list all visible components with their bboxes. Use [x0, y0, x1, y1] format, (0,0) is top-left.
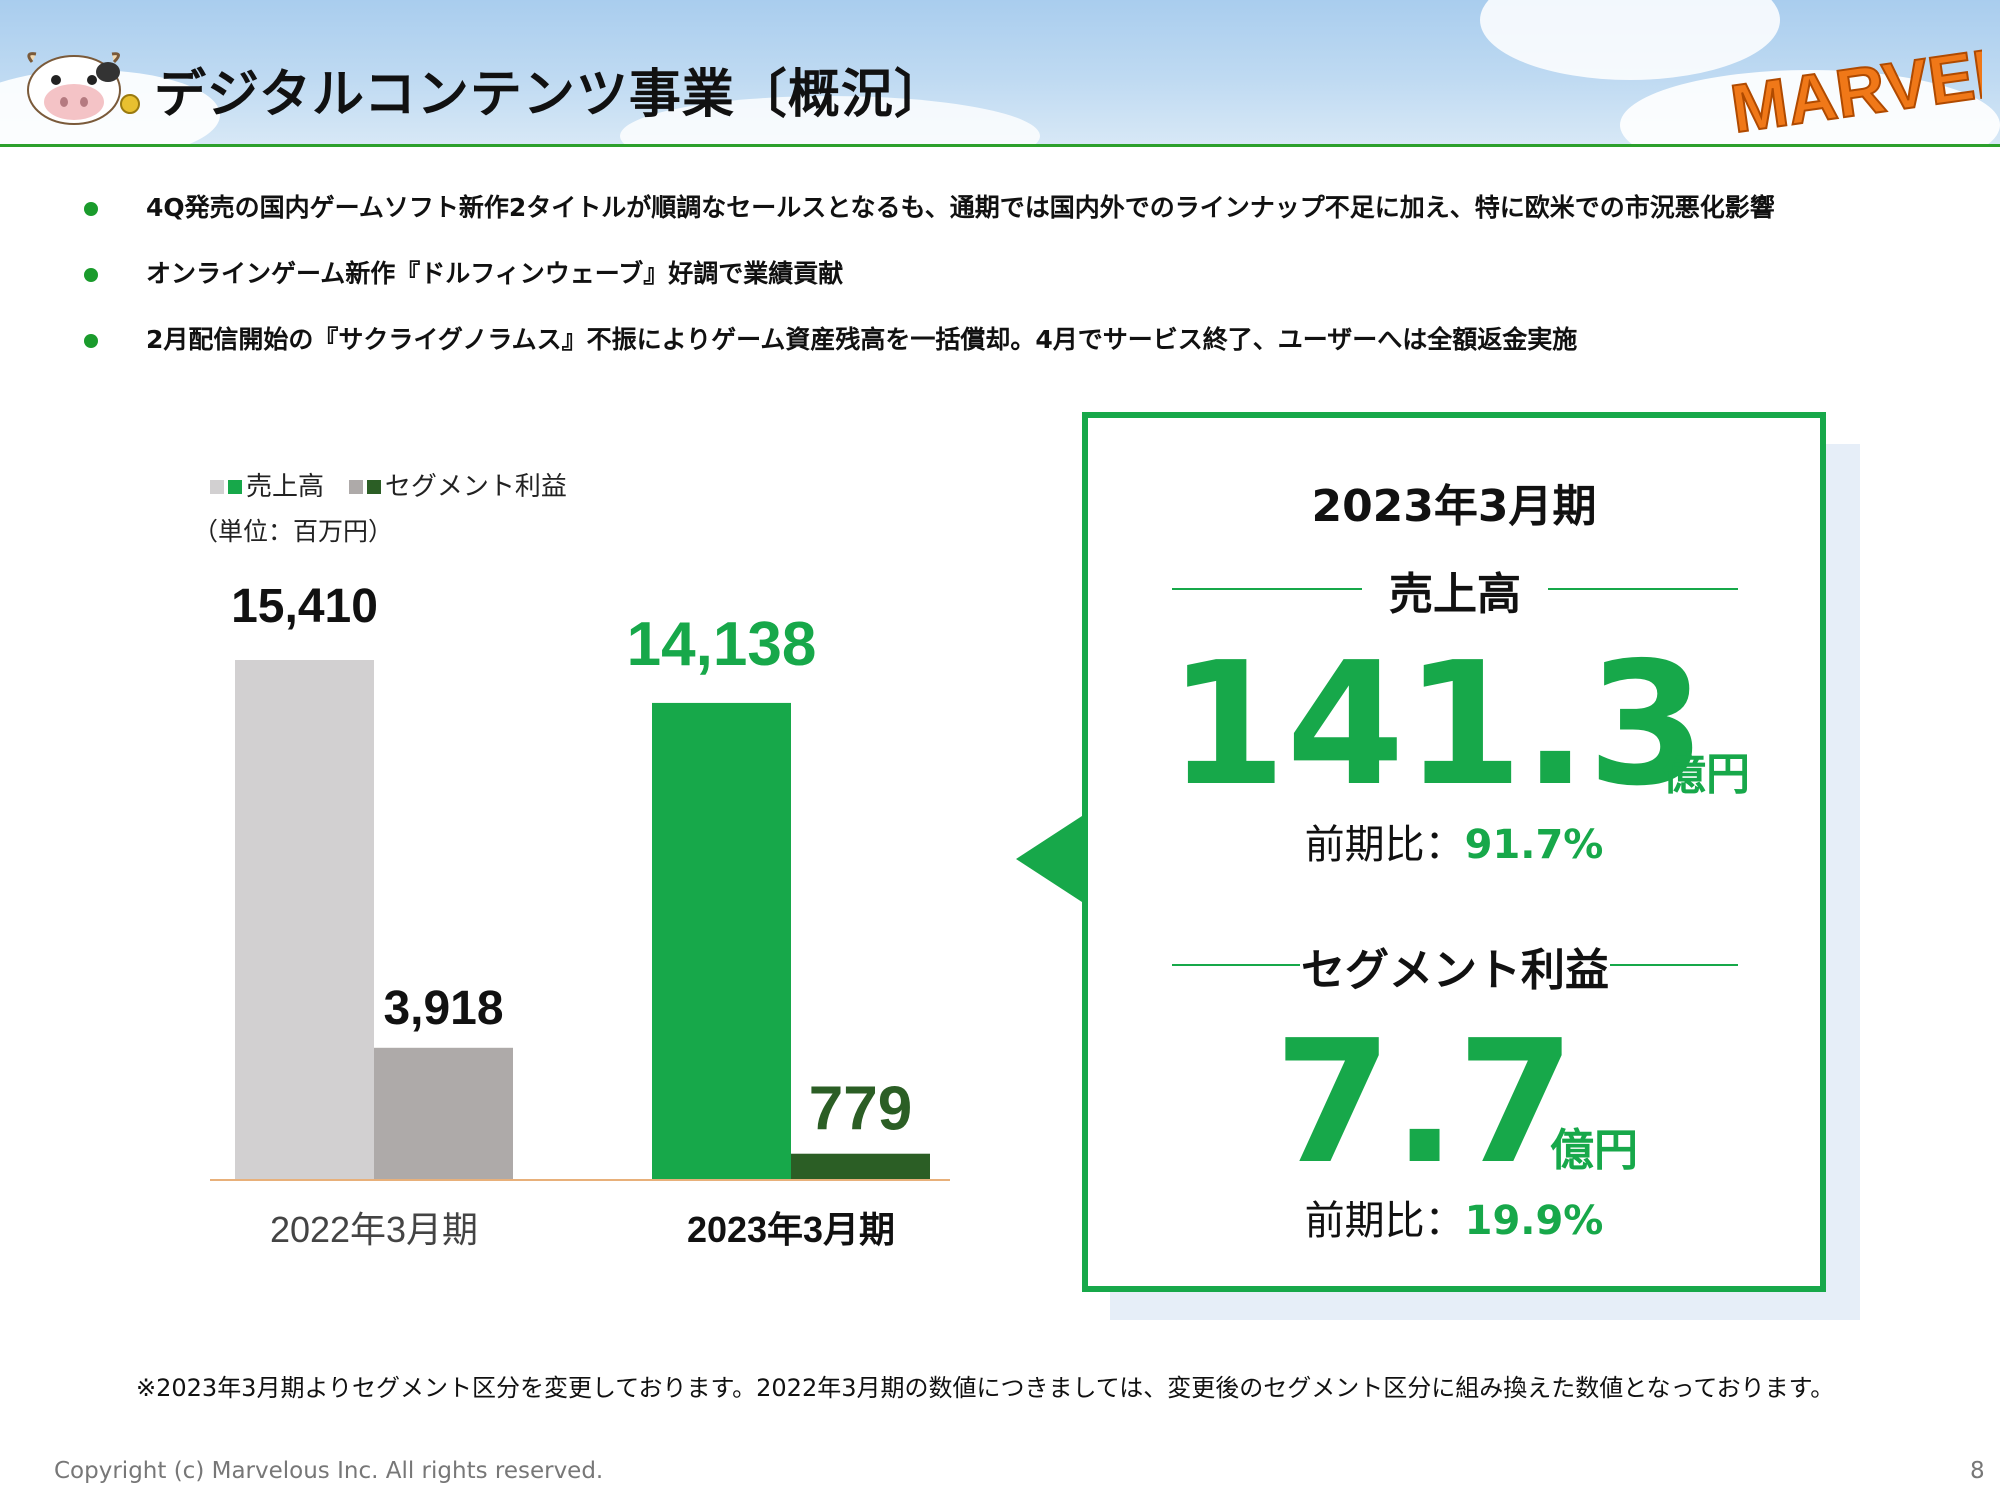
bar-chart: 15,410 3,918 2022年3月期 14,138 779 2023年3月期: [210, 580, 950, 1250]
sales-heading-label: 売上高: [1389, 569, 1521, 620]
callout-pointer: [1016, 816, 1082, 902]
footnote: ※2023年3月期よりセグメント区分を変更しております。2022年3月期の数値に…: [136, 1374, 1835, 1402]
sales-heading: 売上高: [1172, 558, 1738, 620]
logo-text: MARVELOUS!: [1726, 20, 1982, 140]
unit-label: （単位：百万円）: [193, 517, 394, 546]
bar: [652, 702, 791, 1180]
page-number: 8: [1970, 1458, 1985, 1484]
bullet-item: 2月配信開始の『サクライグノラムス』不振によりゲーム資産残高を一括償却。4月でサ…: [84, 320, 1984, 386]
bullet-text: 2月配信開始の『サクライグノラムス』不振によりゲーム資産残高を一括償却。4月でサ…: [146, 325, 1578, 354]
chart-legend: 売上高 セグメント利益: [210, 466, 567, 503]
header-divider: [0, 144, 2000, 147]
legend-swatch-gray: [210, 480, 224, 494]
bullet-text: オンラインゲーム新作『ドルフィンウェーブ』好調で業績貢献: [146, 259, 844, 288]
bar-value-label: 779: [809, 1075, 912, 1144]
bar: [791, 1153, 930, 1180]
bullet-item: 4Q発売の国内ゲームソフト新作2タイトルが順調なセールスとなるも、通期では国内外…: [84, 188, 1984, 254]
bar-value-label: 15,410: [231, 580, 378, 633]
header-banner: デジタルコンテンツ事業〔概況〕 MARVELOUS!: [0, 0, 2000, 144]
legend-label-sales: 売上高: [246, 472, 325, 502]
cow-mascot-icon: [27, 52, 140, 125]
summary-year: 2023年3月期: [1311, 481, 1597, 532]
bar: [235, 660, 374, 1180]
heading-rule: [1610, 964, 1738, 966]
heading-rule: [1548, 588, 1738, 590]
legend-label-profit: セグメント利益: [384, 472, 567, 502]
profit-ratio-value: 19.9%: [1464, 1198, 1604, 1244]
legend-swatch-green: [228, 480, 242, 494]
bullet-text: 4Q発売の国内ゲームソフト新作2タイトルが順調なセールスとなるも、通期では国内外…: [146, 193, 1775, 222]
bar-value-label: 14,138: [627, 610, 817, 679]
heading-rule: [1172, 588, 1362, 590]
legend-swatch-darkgreen: [366, 480, 381, 494]
bullet-list: 4Q発売の国内ゲームソフト新作2タイトルが順調なセールスとなるも、通期では国内外…: [84, 188, 1984, 386]
bullet-dot-icon: [84, 268, 98, 282]
x-tick-label: 2022年3月期: [270, 1209, 478, 1250]
bullet-dot-icon: [84, 334, 98, 348]
page-title: デジタルコンテンツ事業〔概況〕: [154, 65, 947, 125]
profit-unit: 億円: [1550, 1125, 1638, 1176]
sales-unit: 億円: [1662, 749, 1750, 800]
sales-ratio-value: 91.7%: [1464, 822, 1604, 868]
profit-ratio: 前期比：19.9%: [1088, 1188, 1820, 1246]
x-tick-label: 2023年3月期: [687, 1209, 895, 1250]
copyright: Copyright (c) Marvelous Inc. All rights …: [54, 1458, 604, 1484]
bar: [374, 1047, 513, 1180]
sales-big-value: 141.3: [1168, 626, 1706, 824]
sales-ratio: 前期比：91.7%: [1088, 812, 1820, 870]
profit-big-value: 7.7: [1274, 1004, 1576, 1202]
legend-swatch-darkgray: [348, 480, 363, 494]
sales-ratio-label: 前期比：: [1304, 822, 1465, 868]
summary-box: 2023年3月期 売上高 141.3 億円 前期比：91.7% セグメント利益 …: [1082, 412, 1826, 1292]
profit-heading-label: セグメント利益: [1301, 945, 1609, 996]
profit-ratio-label: 前期比：: [1304, 1198, 1465, 1244]
profit-heading: セグメント利益: [1172, 934, 1738, 996]
heading-rule: [1172, 964, 1300, 966]
bullet-item: オンラインゲーム新作『ドルフィンウェーブ』好調で業績貢献: [84, 254, 1984, 320]
bullet-dot-icon: [84, 202, 98, 216]
bar-value-label: 3,918: [383, 982, 503, 1035]
marvelous-logo: MARVELOUS!: [1725, 20, 1982, 140]
